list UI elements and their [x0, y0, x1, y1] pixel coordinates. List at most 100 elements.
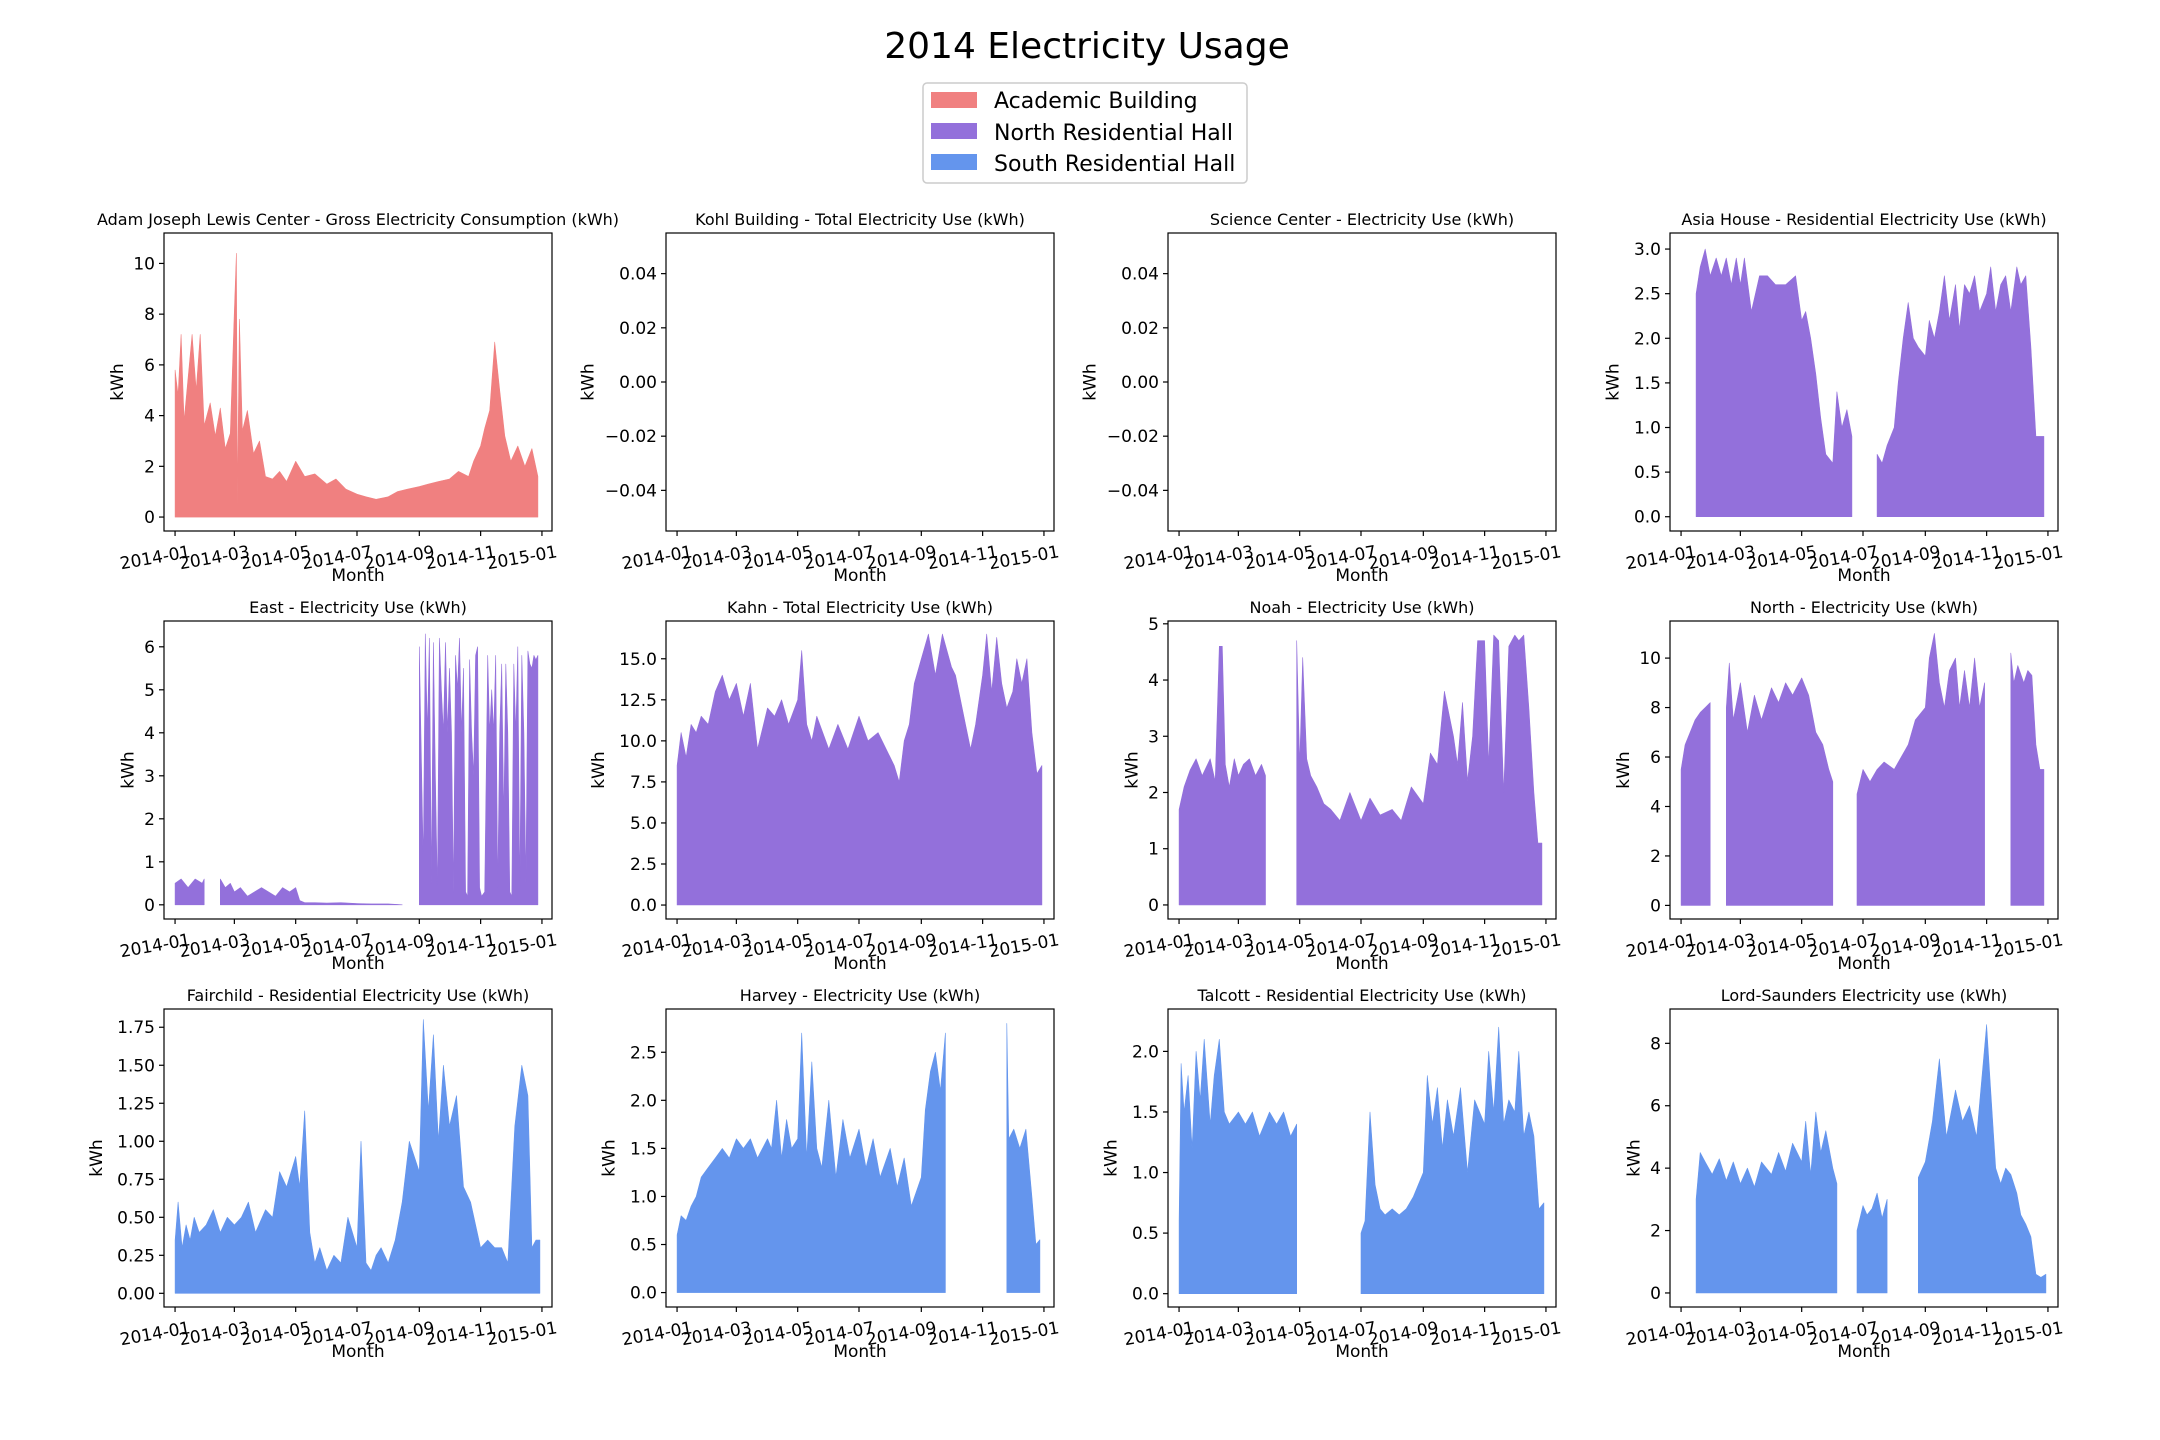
y-tick-label: 8 — [1650, 699, 1661, 719]
area-series — [174, 1019, 541, 1294]
area-series — [1178, 1039, 1297, 1294]
area-series — [1006, 1023, 1041, 1293]
y-axis-label: kWh — [119, 751, 139, 788]
y-tick-label: 0.02 — [1121, 319, 1159, 339]
subplot: 02468102014-012014-032014-052014-072014-… — [97, 210, 619, 586]
y-tick-label: 1.0 — [1634, 419, 1661, 439]
y-tick-label: 0.00 — [619, 373, 657, 393]
y-tick-label: 10 — [1639, 649, 1661, 669]
y-tick-label: 0.50 — [117, 1208, 155, 1228]
y-tick-label: 4 — [1650, 797, 1661, 817]
area-series — [1296, 634, 1543, 906]
subplot-title: Noah - Electricity Use (kWh) — [1250, 598, 1475, 617]
y-tick-label: 2.0 — [630, 1091, 657, 1111]
y-tick-label: 0 — [1148, 896, 1159, 916]
y-tick-label: 6 — [1650, 1097, 1661, 1117]
y-tick-label: 2 — [144, 810, 155, 830]
area-series — [1856, 633, 1985, 906]
area-series — [676, 633, 1043, 906]
x-axis-label: Month — [331, 566, 384, 586]
y-axis-label: kWh — [589, 751, 609, 788]
x-axis-label: Month — [1837, 954, 1890, 974]
legend-swatch-academic-building — [931, 92, 977, 108]
y-tick-label: 3 — [144, 767, 155, 787]
area-series — [1680, 702, 1711, 906]
y-tick-label: 0 — [1650, 896, 1661, 916]
y-tick-label: 0.5 — [630, 1236, 657, 1256]
y-tick-label: 0.75 — [117, 1170, 155, 1190]
area-series — [2010, 652, 2045, 906]
subplot-title: Lord-Saunders Electricity use (kWh) — [1721, 986, 2008, 1005]
subplot-title: Adam Joseph Lewis Center - Gross Electri… — [97, 210, 619, 229]
area-series — [1695, 248, 1853, 517]
y-tick-label: 2 — [1650, 1222, 1661, 1242]
area-series — [174, 878, 205, 906]
subplot: 01234562014-012014-032014-052014-072014-… — [119, 598, 559, 974]
y-tick-label: 1.75 — [117, 1018, 155, 1038]
legend-swatch-north-residential-hall — [931, 123, 977, 139]
y-tick-label: −0.02 — [1107, 427, 1159, 447]
y-tick-label: 12.5 — [619, 691, 657, 711]
y-tick-label: 6 — [1650, 748, 1661, 768]
area-series — [1726, 662, 1834, 906]
y-tick-label: 1.0 — [1132, 1164, 1159, 1184]
y-tick-label: 1.50 — [117, 1056, 155, 1076]
subplot: 0123452014-012014-032014-052014-072014-0… — [1123, 598, 1563, 974]
x-axis-label: Month — [331, 954, 384, 974]
y-tick-label: 4 — [1148, 671, 1159, 691]
axes-frame — [1669, 1008, 2059, 1308]
subplot-title: Fairchild - Residential Electricity Use … — [187, 986, 530, 1005]
area-series — [1178, 646, 1266, 906]
area-series — [174, 253, 539, 518]
area-series — [1856, 1192, 1888, 1294]
y-tick-label: 0.5 — [1132, 1224, 1159, 1244]
y-tick-label: 1.5 — [1634, 374, 1661, 394]
y-tick-label: 2 — [1148, 783, 1159, 803]
y-tick-label: 0.0 — [630, 896, 657, 916]
y-tick-label: 8 — [1650, 1034, 1661, 1054]
y-tick-label: 0 — [144, 896, 155, 916]
subplot-title: East - Electricity Use (kWh) — [249, 598, 467, 617]
x-axis-label: Month — [1335, 566, 1388, 586]
subplot-title: Asia House - Residential Electricity Use… — [1681, 210, 2046, 229]
area-series — [220, 878, 403, 906]
area-series — [1360, 1026, 1545, 1294]
y-axis-label: kWh — [1614, 751, 1634, 788]
area-series — [676, 1032, 946, 1293]
y-tick-label: 7.5 — [630, 773, 657, 793]
y-tick-label: 10.0 — [619, 732, 657, 752]
y-tick-label: 3.0 — [1634, 240, 1661, 260]
y-tick-label: 2 — [144, 457, 155, 477]
y-tick-label: 6 — [144, 638, 155, 658]
x-axis-label: Month — [833, 954, 886, 974]
subplot-title: Kohl Building - Total Electricity Use (k… — [695, 210, 1025, 229]
subplot-title: Kahn - Total Electricity Use (kWh) — [727, 598, 993, 617]
y-tick-label: 15.0 — [619, 650, 657, 670]
legend-label-north-residential-hall: North Residential Hall — [994, 121, 1233, 146]
legend-swatch-south-residential-hall — [931, 154, 977, 170]
y-tick-label: 5 — [144, 681, 155, 701]
y-axis-label: kWh — [1604, 363, 1624, 400]
axes-frame — [163, 1008, 553, 1308]
y-tick-label: 0 — [144, 508, 155, 528]
y-tick-label: 2.5 — [1634, 285, 1661, 305]
y-axis-label: kWh — [1102, 1139, 1122, 1176]
area-series — [1918, 1024, 2047, 1294]
y-tick-label: 0.04 — [1121, 265, 1159, 285]
y-tick-label: 1.00 — [117, 1132, 155, 1152]
y-tick-label: 0.00 — [117, 1284, 155, 1304]
y-tick-label: 2 — [1650, 847, 1661, 867]
legend-label-academic-building: Academic Building — [994, 89, 1198, 114]
axes-frame — [665, 1008, 1055, 1308]
y-tick-label: 8 — [144, 305, 155, 325]
x-axis-label: Month — [833, 566, 886, 586]
axes-frame — [1669, 620, 2059, 920]
y-tick-label: 4 — [1650, 1159, 1661, 1179]
subplot-title: North - Electricity Use (kWh) — [1750, 598, 1978, 617]
figure-title: 2014 Electricity Usage — [884, 26, 1290, 67]
y-tick-label: 1.5 — [630, 1139, 657, 1159]
y-tick-label: 1 — [144, 853, 155, 873]
y-tick-label: 3 — [1148, 727, 1159, 747]
y-tick-label: 2.0 — [1132, 1042, 1159, 1062]
